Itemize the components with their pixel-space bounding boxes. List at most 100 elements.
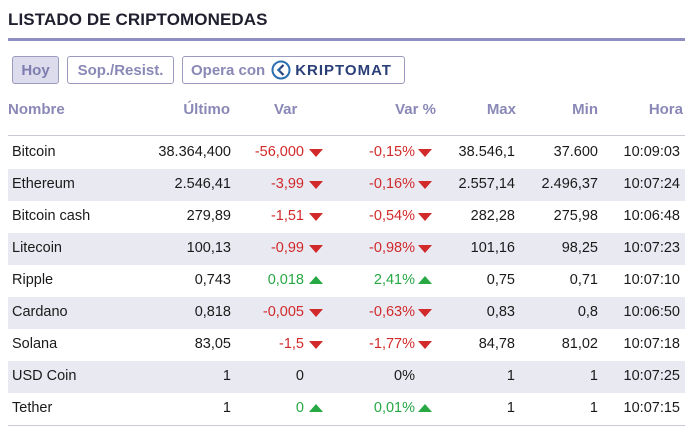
kriptomat-icon xyxy=(271,60,291,80)
arrow-down-icon xyxy=(418,181,432,189)
change-value: -56,000 xyxy=(254,144,304,160)
header-nombre[interactable]: Nombre xyxy=(8,101,65,118)
table-bottom-divider xyxy=(8,425,685,426)
arrow-down-icon xyxy=(309,213,323,221)
change-value: -3,99 xyxy=(270,176,304,192)
change-value: 0 xyxy=(295,400,304,416)
table-row[interactable]: Bitcoin cash 279,89 -1,51 -0,54% 282,28 275,9… xyxy=(8,201,685,233)
time-value: 10:07:25 xyxy=(623,368,680,384)
time-value: 10:07:18 xyxy=(623,336,680,352)
table-row[interactable]: Bitcoin 38.364,400 -56,000 -0,15% 38.546,1 37… xyxy=(8,137,685,169)
change-percent: -0,54% xyxy=(369,208,415,224)
coin-name[interactable]: Bitcoin cash xyxy=(12,208,91,224)
hoy-button[interactable]: Hoy xyxy=(12,56,59,84)
time-value: 10:07:24 xyxy=(623,176,680,192)
arrow-up-icon xyxy=(309,276,323,284)
min-value: 1 xyxy=(589,400,598,416)
page-title: LISTADO DE CRIPTOMONEDAS xyxy=(8,10,268,29)
arrow-down-icon xyxy=(418,309,432,317)
change-value: -1,51 xyxy=(270,208,304,224)
table-row[interactable]: USD Coin 1 0 0% 1 1 10:07:25 xyxy=(8,361,685,393)
arrow-down-icon xyxy=(418,245,432,253)
time-value: 10:07:15 xyxy=(623,400,680,416)
min-value: 1 xyxy=(589,368,598,384)
coin-name[interactable]: Litecoin xyxy=(12,240,62,256)
time-value: 10:06:50 xyxy=(623,304,680,320)
change-value: 0,018 xyxy=(267,272,304,288)
last-price: 1 xyxy=(222,400,231,416)
arrow-down-icon xyxy=(309,309,323,317)
change-percent: 0,01% xyxy=(373,400,415,416)
arrow-down-icon xyxy=(309,341,323,349)
max-value: 84,78 xyxy=(478,336,515,352)
change-percent: 0% xyxy=(394,368,415,384)
arrow-down-icon xyxy=(418,341,432,349)
min-value: 0,71 xyxy=(569,272,598,288)
table-row[interactable]: Solana 83,05 -1,5 -1,77% 84,78 81,02 10:07:18 xyxy=(8,329,685,361)
time-value: 10:07:23 xyxy=(623,240,680,256)
coin-name[interactable]: USD Coin xyxy=(12,368,77,384)
coin-name[interactable]: Ethereum xyxy=(12,176,75,192)
header-ultimo[interactable]: Último xyxy=(183,101,230,118)
table-row[interactable]: Tether 1 0 0,01% 1 1 10:07:15 xyxy=(8,393,685,425)
header-max[interactable]: Max xyxy=(486,101,516,118)
header-var-pct[interactable]: Var % xyxy=(395,101,436,118)
max-value: 38.546,1 xyxy=(458,144,515,160)
arrow-up-icon xyxy=(418,404,432,412)
support-resistance-button[interactable]: Sop./Resist. xyxy=(67,56,174,84)
change-percent: -0,98% xyxy=(369,240,415,256)
arrow-down-icon xyxy=(418,149,432,157)
change-percent: -0,63% xyxy=(369,304,415,320)
last-price: 100,13 xyxy=(186,240,231,256)
coin-name[interactable]: Cardano xyxy=(12,304,68,320)
change-percent: -1,77% xyxy=(369,336,415,352)
min-value: 98,25 xyxy=(561,240,598,256)
max-value: 1 xyxy=(506,368,515,384)
change-value: -0,005 xyxy=(262,304,304,320)
max-value: 0,75 xyxy=(486,272,515,288)
max-value: 282,28 xyxy=(470,208,515,224)
time-value: 10:07:10 xyxy=(623,272,680,288)
opera-con-label: Opera con xyxy=(191,61,266,79)
max-value: 0,83 xyxy=(486,304,515,320)
min-value: 0,8 xyxy=(577,304,598,320)
table-row[interactable]: Ripple 0,743 0,018 2,41% 0,75 0,71 10:07:10 xyxy=(8,265,685,297)
header-hora[interactable]: Hora xyxy=(648,101,683,118)
change-value: 0 xyxy=(295,368,304,384)
coin-name[interactable]: Tether xyxy=(12,400,53,416)
last-price: 0,743 xyxy=(194,272,231,288)
header-min[interactable]: Min xyxy=(572,101,598,118)
change-percent: 2,41% xyxy=(373,272,415,288)
change-percent: -0,16% xyxy=(369,176,415,192)
opera-con-kriptomat-button[interactable]: Opera con KRIPTOMAT xyxy=(182,56,405,84)
arrow-down-icon xyxy=(309,245,323,253)
coin-name[interactable]: Bitcoin xyxy=(12,144,56,160)
last-price: 0,818 xyxy=(194,304,231,320)
change-value: -0,99 xyxy=(270,240,304,256)
change-value: -1,5 xyxy=(279,336,304,352)
arrow-up-icon xyxy=(309,404,323,412)
max-value: 2.557,14 xyxy=(458,176,515,192)
last-price: 2.546,41 xyxy=(174,176,231,192)
kriptomat-logo: KRIPTOMAT xyxy=(271,60,392,80)
time-value: 10:06:48 xyxy=(623,208,680,224)
arrow-down-icon xyxy=(309,149,323,157)
max-value: 101,16 xyxy=(470,240,515,256)
table-row[interactable]: Litecoin 100,13 -0,99 -0,98% 101,16 98,25 10:0… xyxy=(8,233,685,265)
last-price: 83,05 xyxy=(194,336,231,352)
min-value: 81,02 xyxy=(561,336,598,352)
min-value: 2.496,37 xyxy=(541,176,598,192)
title-divider xyxy=(8,38,685,41)
last-price: 38.364,400 xyxy=(158,144,231,160)
min-value: 275,98 xyxy=(553,208,598,224)
time-value: 10:09:03 xyxy=(623,144,680,160)
last-price: 279,89 xyxy=(186,208,231,224)
header-var[interactable]: Var xyxy=(274,101,298,118)
change-percent: -0,15% xyxy=(369,144,415,160)
table-row[interactable]: Cardano 0,818 -0,005 -0,63% 0,83 0,8 10:06:50 xyxy=(8,297,685,329)
table-row[interactable]: Ethereum 2.546,41 -3,99 -0,16% 2.557,14 2.496… xyxy=(8,169,685,201)
min-value: 37.600 xyxy=(553,144,598,160)
coin-name[interactable]: Solana xyxy=(12,336,58,352)
coin-name[interactable]: Ripple xyxy=(12,272,54,288)
kriptomat-brand-text: KRIPTOMAT xyxy=(295,61,392,79)
